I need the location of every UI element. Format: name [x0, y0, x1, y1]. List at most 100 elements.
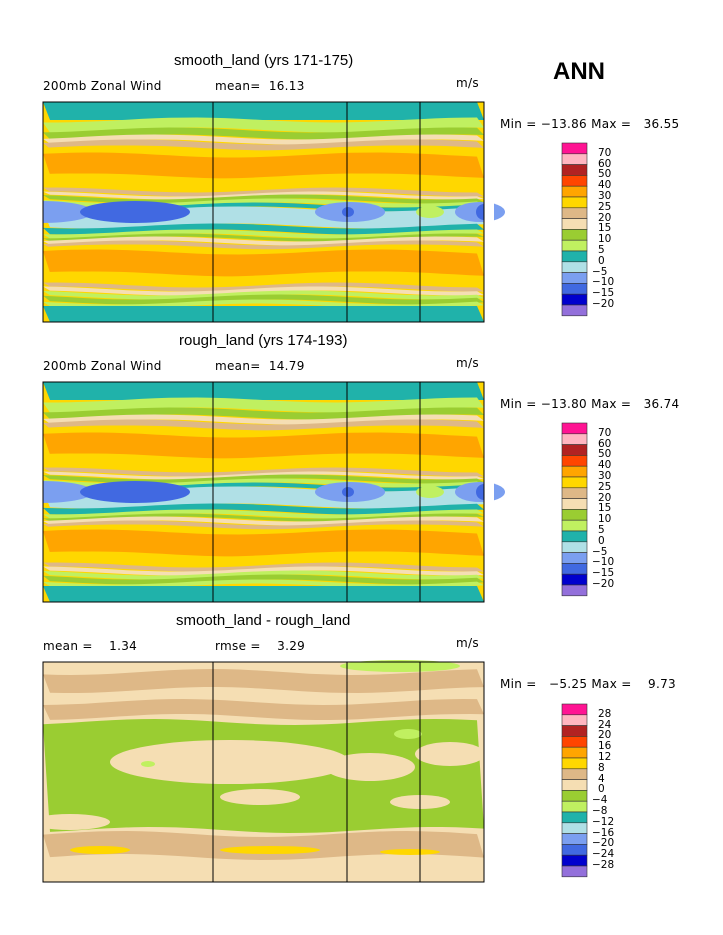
legend-label: 10 — [598, 513, 612, 526]
panel2-contour-band-teal — [43, 586, 484, 602]
legend-swatch — [561, 865, 588, 878]
panel3-contour-blob-wheat — [325, 753, 415, 781]
legend-swatch — [561, 422, 588, 435]
legend-label: −10 — [592, 276, 615, 289]
legend-label: 24 — [598, 718, 612, 731]
panel2-contour-blob-rblue — [342, 487, 354, 497]
panel2-contour-band-wheat — [43, 516, 484, 526]
panel2-units: m/s — [456, 356, 479, 370]
legend-label: 30 — [598, 470, 612, 482]
panel2-contour-band-wheat — [43, 566, 484, 576]
panel2-contour-band-orange — [43, 432, 484, 459]
legend-swatch — [561, 175, 588, 187]
panel3-contour-blob-wheat — [120, 750, 200, 770]
panel3-contour-blob-wheat — [220, 789, 300, 805]
legend-swatch — [561, 218, 588, 230]
panel3-contour-blob-wheat — [30, 814, 110, 830]
legend-swatch — [561, 239, 588, 252]
panel1-contour-band-green — [43, 294, 484, 305]
panel3-clip — [0, 662, 43, 882]
panel3-contour-band-tan — [43, 699, 484, 720]
legend-swatch — [561, 164, 588, 176]
legend-swatch — [561, 584, 588, 597]
legend-swatch — [561, 541, 588, 553]
panel2-contour-band-yellow — [43, 453, 484, 473]
panel3-title: smooth_land - rough_land — [176, 612, 351, 629]
legend-label: 20 — [598, 729, 612, 742]
panel1-min-max: Min = −13.86 Max = 36.55 — [500, 117, 680, 131]
legend-swatch — [561, 142, 588, 155]
panel1-contour-band-tan — [43, 282, 484, 292]
legend-swatch — [561, 153, 588, 165]
legend-swatch — [561, 736, 588, 748]
legend-label: 50 — [598, 448, 612, 461]
panel3-min-max: Min = −5.25 Max = 9.73 — [500, 677, 676, 691]
panel2-mean-label: mean= 14.79 — [215, 359, 305, 373]
panel3-contour-blob-yellow — [220, 846, 320, 854]
panel2-region-box — [346, 381, 421, 603]
legend-label: 40 — [598, 459, 612, 472]
legend-swatch — [561, 844, 588, 856]
panel2-contour-band-green — [43, 574, 484, 585]
legend-swatch — [561, 790, 588, 802]
panel1-contour-band-tan — [43, 187, 484, 197]
legend-label: −5 — [592, 545, 608, 558]
legend-label: −20 — [592, 578, 615, 590]
panel1-region-box — [346, 101, 421, 323]
panel1-contour-band-wheat — [43, 286, 484, 296]
legend-label: 10 — [598, 233, 612, 246]
panel2-contour-band-teal — [43, 382, 484, 400]
legend-swatch — [561, 185, 588, 198]
legend-label: −24 — [592, 848, 615, 861]
legend-swatch — [561, 768, 588, 780]
panel1-contour-band-teal — [43, 223, 484, 235]
legend-swatch — [561, 573, 588, 586]
legend-swatch — [561, 293, 588, 306]
panel1-contour-band-yellow — [43, 271, 484, 288]
legend-label: 5 — [598, 244, 605, 256]
panel1-contour-band-yellow — [43, 173, 484, 193]
legend-label: 25 — [598, 200, 612, 213]
legend-label: −20 — [592, 837, 615, 850]
legend-swatch — [561, 487, 588, 499]
legend-swatch — [561, 779, 588, 791]
legend-label: 50 — [598, 168, 612, 181]
panel2-clip — [0, 382, 43, 602]
panel1-contour-band-wheat — [43, 236, 484, 246]
legend-swatch — [561, 455, 588, 467]
panel2-contour-band-yellow — [43, 425, 484, 438]
panel1-contour-blob-rblue — [342, 207, 354, 217]
legend-swatch — [561, 800, 588, 813]
panel2-contour-band-tan — [43, 467, 484, 477]
legend-label: 8 — [598, 761, 605, 774]
panel2-contour-band-lgreen — [43, 397, 484, 413]
panel2-contour-blob-lgreen — [416, 486, 444, 498]
panel2-contour-band-tan — [43, 419, 484, 431]
legend-label: 70 — [598, 146, 612, 159]
legend-swatch — [561, 854, 588, 867]
legend-swatch — [561, 757, 588, 770]
panel3-contour-blob-lgreen — [141, 761, 155, 767]
panel2-min-max: Min = −13.80 Max = 36.74 — [500, 397, 680, 411]
panel2-clip — [484, 382, 494, 602]
panel2-frame — [42, 381, 485, 603]
panel3-contour-blob-lgreen — [340, 660, 460, 672]
legend-label: 60 — [598, 437, 612, 450]
panel2-title: rough_land (yrs 174-193) — [179, 332, 348, 349]
legend-swatch — [561, 304, 588, 317]
panel1-contour-band-teal — [43, 306, 484, 322]
legend-label: −20 — [592, 298, 615, 310]
legend-swatch — [561, 196, 588, 209]
panel1-contour-band-orange — [43, 152, 484, 179]
legend-swatch — [561, 444, 588, 456]
legend-label: −15 — [592, 287, 615, 300]
panel3-clip — [484, 662, 494, 882]
legend-swatch — [561, 519, 588, 532]
legend-swatch — [561, 563, 588, 575]
legend-swatch — [561, 822, 588, 834]
legend-label: 70 — [598, 426, 612, 439]
panel2-contour-band-lgreen — [43, 509, 484, 519]
legend-swatch — [561, 207, 588, 219]
panel2-contour-band-teal — [43, 503, 484, 515]
